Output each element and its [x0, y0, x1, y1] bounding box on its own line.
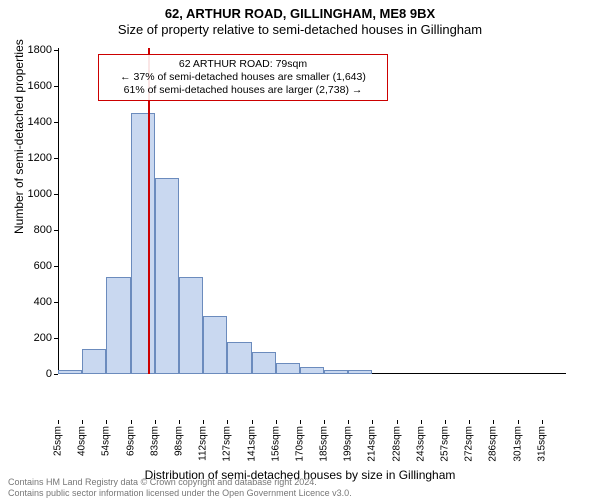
- ytick-label: 1400: [28, 116, 52, 128]
- xtick-label: 301sqm: [512, 426, 523, 462]
- histogram-bar: [131, 113, 155, 374]
- histogram-bar: [324, 370, 348, 374]
- histogram-bar: [348, 370, 372, 374]
- xtick-label: 69sqm: [125, 426, 136, 456]
- footer-attribution: Contains HM Land Registry data © Crown c…: [8, 477, 352, 498]
- annotation-box: 62 ARTHUR ROAD: 79sqm← 37% of semi-detac…: [98, 54, 388, 101]
- ytick-label: 1800: [28, 44, 52, 56]
- xtick-label: 98sqm: [173, 426, 184, 456]
- ytick-label: 200: [34, 332, 52, 344]
- xtick-label: 199sqm: [343, 426, 354, 462]
- footer-line2: Contains public sector information licen…: [8, 488, 352, 498]
- ytick-label: 1200: [28, 152, 52, 164]
- histogram-bar: [227, 342, 251, 374]
- page-subtitle: Size of property relative to semi-detach…: [0, 22, 600, 37]
- ytick-label: 0: [46, 368, 52, 380]
- xtick-label: 214sqm: [367, 426, 378, 462]
- annotation-line: ← 37% of semi-detached houses are smalle…: [105, 71, 381, 84]
- xtick-label: 228sqm: [391, 426, 402, 462]
- histogram-bar: [203, 316, 227, 374]
- page-title: 62, ARTHUR ROAD, GILLINGHAM, ME8 9BX: [0, 6, 600, 21]
- histogram-bar: [155, 178, 179, 374]
- xtick-label: 286sqm: [488, 426, 499, 462]
- ytick-label: 1000: [28, 188, 52, 200]
- xtick-label: 25sqm: [53, 426, 64, 456]
- xtick-label: 257sqm: [440, 426, 451, 462]
- xtick-label: 141sqm: [246, 426, 257, 462]
- xtick-label: 156sqm: [270, 426, 281, 462]
- ytick-label: 1600: [28, 80, 52, 92]
- xtick-label: 315sqm: [536, 426, 547, 462]
- histogram-bar: [252, 352, 276, 374]
- ytick-label: 400: [34, 296, 52, 308]
- histogram-chart: 02004006008001000120014001600180025sqm40…: [58, 48, 566, 420]
- xtick-label: 170sqm: [294, 426, 305, 462]
- histogram-bar: [300, 367, 324, 374]
- xtick-label: 185sqm: [319, 426, 330, 462]
- histogram-bar: [179, 277, 203, 374]
- y-axis-title: Number of semi-detached properties: [12, 39, 26, 234]
- xtick-label: 127sqm: [222, 426, 233, 462]
- histogram-bar: [58, 370, 82, 374]
- xtick-label: 272sqm: [464, 426, 475, 462]
- annotation-line: 61% of semi-detached houses are larger (…: [105, 84, 381, 97]
- footer-line1: Contains HM Land Registry data © Crown c…: [8, 477, 352, 487]
- xtick-label: 40sqm: [77, 426, 88, 456]
- plot-area: 02004006008001000120014001600180025sqm40…: [58, 48, 566, 420]
- xtick-label: 54sqm: [101, 426, 112, 456]
- ytick-label: 600: [34, 260, 52, 272]
- ytick-label: 800: [34, 224, 52, 236]
- xtick-label: 83sqm: [149, 426, 160, 456]
- xtick-label: 243sqm: [415, 426, 426, 462]
- histogram-bar: [276, 363, 300, 374]
- histogram-bar: [82, 349, 106, 374]
- annotation-line: 62 ARTHUR ROAD: 79sqm: [105, 58, 381, 71]
- histogram-bar: [106, 277, 130, 374]
- xtick-label: 112sqm: [198, 426, 209, 461]
